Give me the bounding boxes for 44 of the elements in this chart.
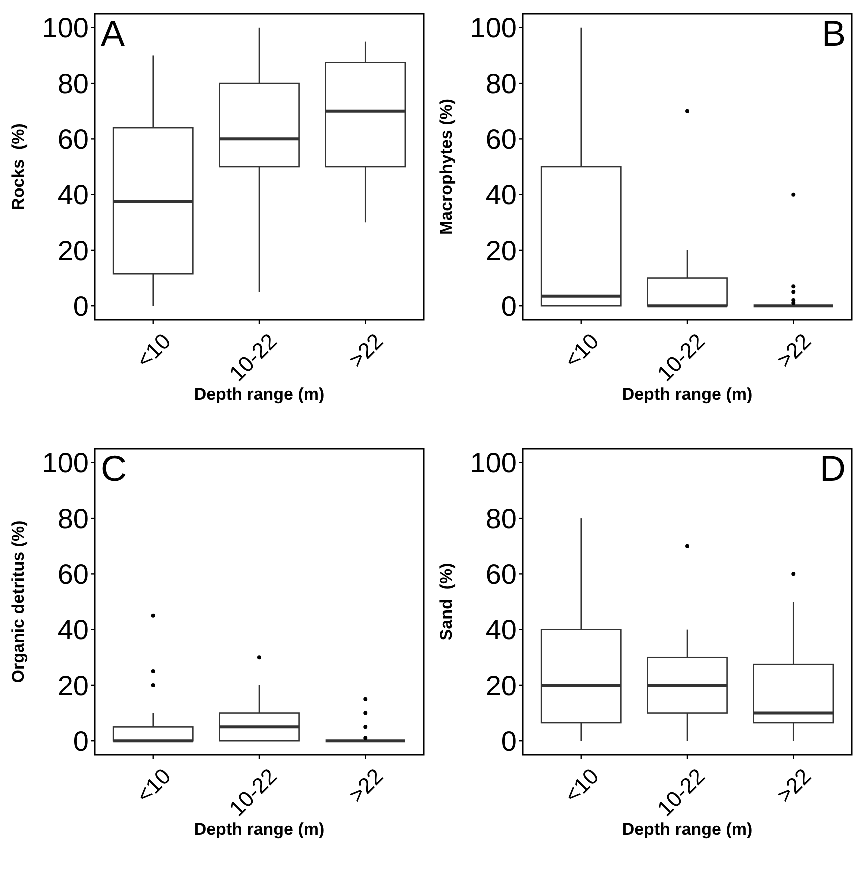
y-tick-label: 20: [486, 235, 517, 266]
annotation: B: [822, 13, 846, 54]
y-tick-label: 20: [58, 670, 89, 702]
x-axis-title: Depth range (m): [622, 385, 753, 404]
y-tick-label: 40: [486, 180, 517, 211]
x-tick-label: >22: [344, 764, 388, 808]
y-axis-title: Sand (%): [437, 563, 456, 641]
y-tick-label: 100: [42, 12, 89, 44]
x-axis-title: Depth range (m): [194, 385, 325, 404]
y-tick-label: 80: [58, 503, 89, 534]
y-tick-label: 0: [501, 726, 517, 757]
y-tick-label: 80: [486, 503, 517, 534]
x-tick-label: <10: [132, 328, 176, 373]
y-tick-label: 80: [58, 68, 89, 100]
y-tick-label: 60: [486, 558, 517, 590]
y-tick-label: 60: [58, 124, 89, 155]
y-tick-label: 40: [58, 180, 89, 211]
y-tick-label: 80: [486, 68, 517, 100]
y-tick-label: 40: [58, 614, 89, 646]
y-tick-label: 100: [470, 448, 517, 479]
annotation: A: [101, 13, 126, 54]
y-axis-title: Rocks (%): [9, 124, 28, 210]
x-tick-label: <10: [132, 764, 176, 808]
y-tick-label: 0: [501, 290, 517, 322]
annotation: D: [820, 448, 846, 489]
x-tick-label: >22: [772, 328, 816, 373]
y-tick-label: 0: [73, 726, 89, 757]
y-axis-title: Organic detritus (%): [9, 520, 28, 684]
annotation: C: [101, 448, 127, 489]
x-tick-label: >22: [772, 764, 816, 808]
x-tick-label: <10: [560, 328, 604, 373]
y-tick-label: 100: [42, 448, 89, 479]
y-tick-label: 40: [486, 614, 517, 646]
x-axis-title: Depth range (m): [622, 820, 753, 839]
y-tick-label: 100: [470, 12, 517, 44]
x-tick-label: <10: [560, 764, 604, 808]
y-tick-label: 20: [58, 235, 89, 266]
y-tick-label: 60: [486, 124, 517, 155]
y-tick-label: 0: [73, 290, 89, 322]
x-tick-label: >22: [344, 328, 388, 373]
x-axis-title: Depth range (m): [194, 820, 325, 839]
y-axis-title: Macrophytes (%): [437, 98, 456, 236]
y-tick-label: 60: [58, 558, 89, 590]
y-tick-label: 20: [486, 670, 517, 702]
